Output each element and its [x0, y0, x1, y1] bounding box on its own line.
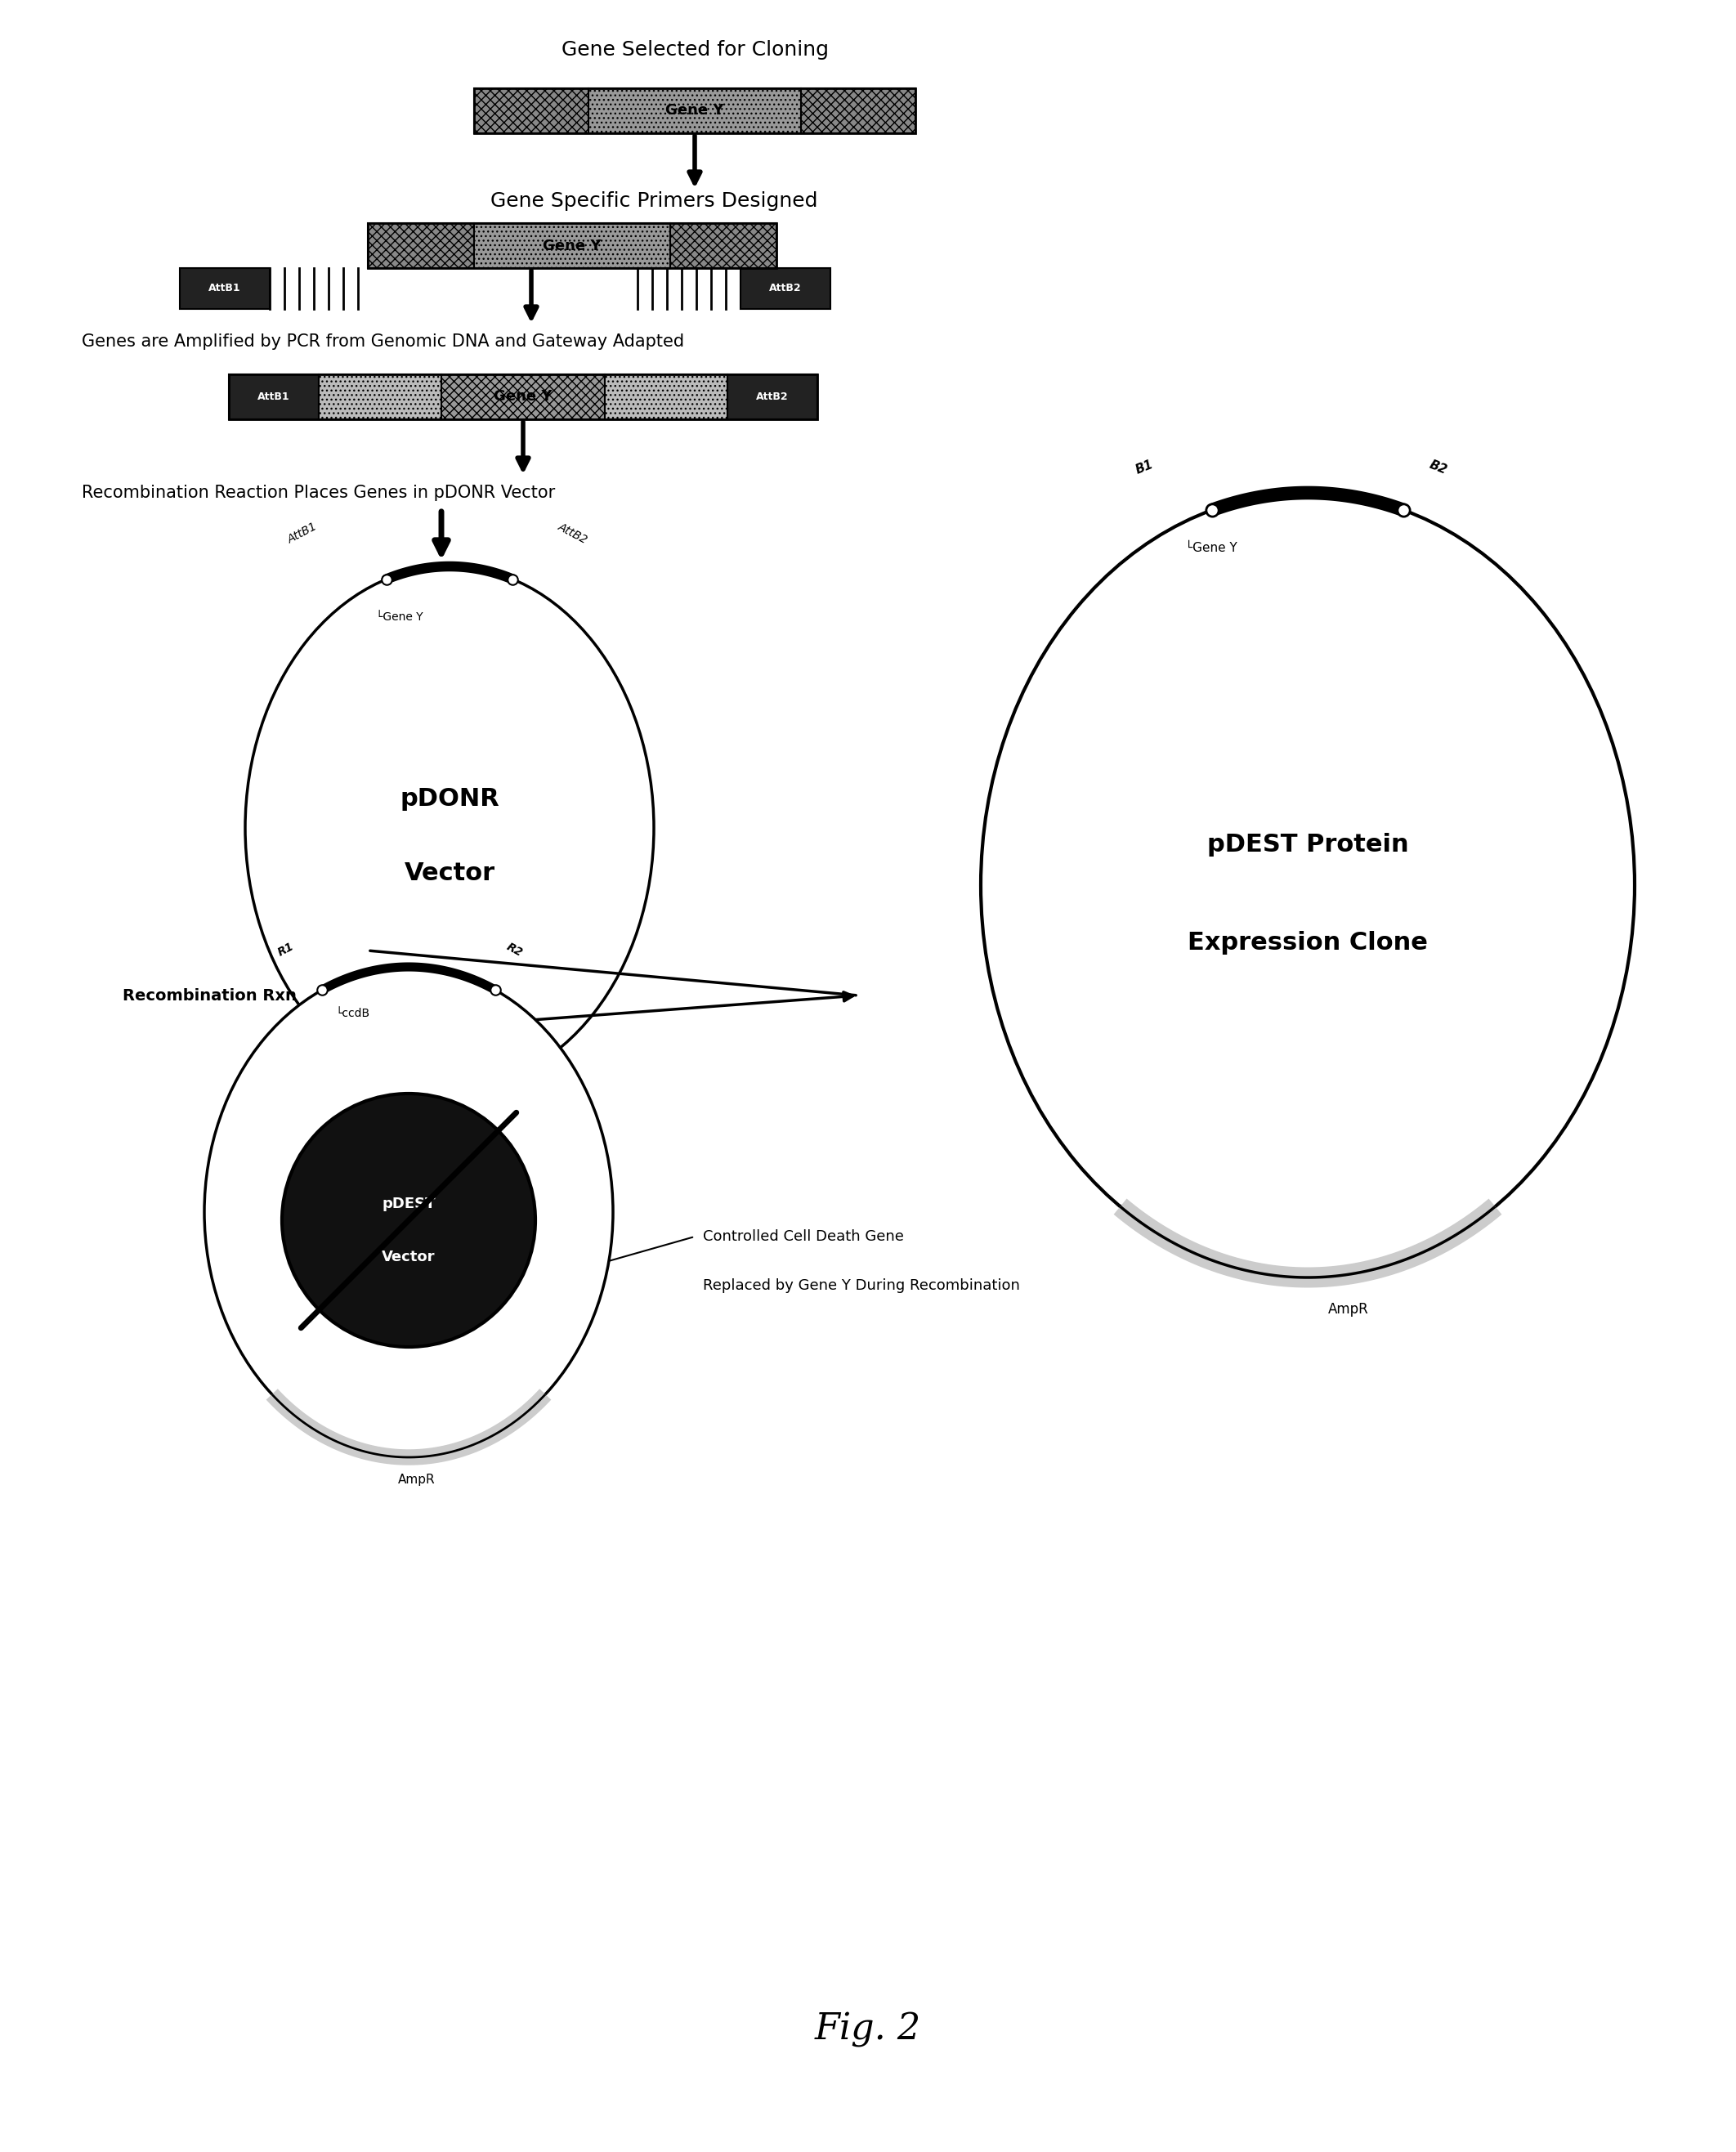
FancyBboxPatch shape	[441, 374, 604, 420]
Text: Recombination Reaction Places Genes in pDONR Vector: Recombination Reaction Places Genes in p…	[82, 484, 556, 501]
Text: Vector: Vector	[404, 861, 495, 884]
FancyBboxPatch shape	[727, 374, 818, 420]
Ellipse shape	[245, 566, 654, 1089]
FancyBboxPatch shape	[319, 374, 441, 420]
Text: KanR: KanR	[432, 1106, 467, 1121]
Text: B1: B1	[1134, 458, 1154, 476]
Text: pDONR: pDONR	[399, 788, 500, 811]
Text: Gene Selected for Cloning: Gene Selected for Cloning	[561, 41, 828, 60]
Text: AttB1: AttB1	[285, 521, 319, 547]
Text: AmpR: AmpR	[398, 1474, 436, 1485]
Text: Vector: Vector	[382, 1250, 436, 1265]
FancyBboxPatch shape	[670, 224, 776, 269]
Ellipse shape	[981, 493, 1635, 1278]
Text: Recombination Rxn: Recombination Rxn	[123, 988, 297, 1003]
Text: B2: B2	[1427, 458, 1450, 476]
Text: AttB2: AttB2	[556, 521, 589, 547]
FancyBboxPatch shape	[229, 374, 319, 420]
Text: AttB2: AttB2	[769, 284, 802, 295]
Text: └Gene Y: └Gene Y	[377, 611, 424, 622]
Ellipse shape	[205, 966, 613, 1457]
Text: Gene Specific Primers Designed: Gene Specific Primers Designed	[490, 192, 818, 211]
Text: AmpR: AmpR	[1328, 1302, 1370, 1317]
FancyBboxPatch shape	[474, 88, 589, 133]
Text: pDEST: pDEST	[382, 1197, 436, 1212]
FancyBboxPatch shape	[181, 269, 269, 310]
Text: AttB2: AttB2	[757, 392, 788, 402]
Ellipse shape	[281, 1093, 535, 1347]
FancyBboxPatch shape	[589, 88, 800, 133]
FancyBboxPatch shape	[800, 88, 915, 133]
Text: AttB1: AttB1	[257, 392, 290, 402]
Text: Genes are Amplified by PCR from Genomic DNA and Gateway Adapted: Genes are Amplified by PCR from Genomic …	[82, 334, 684, 351]
Text: └ccdB: └ccdB	[335, 1007, 370, 1020]
Text: Gene Y: Gene Y	[665, 103, 724, 118]
Text: Gene Y: Gene Y	[493, 390, 552, 405]
Text: R2: R2	[505, 940, 524, 958]
Text: Fig. 2: Fig. 2	[814, 2012, 922, 2047]
Text: Controlled Cell Death Gene: Controlled Cell Death Gene	[703, 1229, 904, 1244]
FancyBboxPatch shape	[368, 224, 474, 269]
Text: Gene Y: Gene Y	[543, 239, 601, 254]
Text: └Gene Y: └Gene Y	[1186, 542, 1238, 555]
Text: Replaced by Gene Y During Recombination: Replaced by Gene Y During Recombination	[703, 1278, 1021, 1293]
FancyBboxPatch shape	[474, 224, 670, 269]
Text: pDEST Protein: pDEST Protein	[1207, 833, 1408, 856]
Text: R1: R1	[276, 940, 297, 958]
FancyBboxPatch shape	[604, 374, 727, 420]
Text: Expression Clone: Expression Clone	[1187, 930, 1427, 953]
Text: AttB1: AttB1	[208, 284, 241, 295]
FancyBboxPatch shape	[741, 269, 830, 310]
